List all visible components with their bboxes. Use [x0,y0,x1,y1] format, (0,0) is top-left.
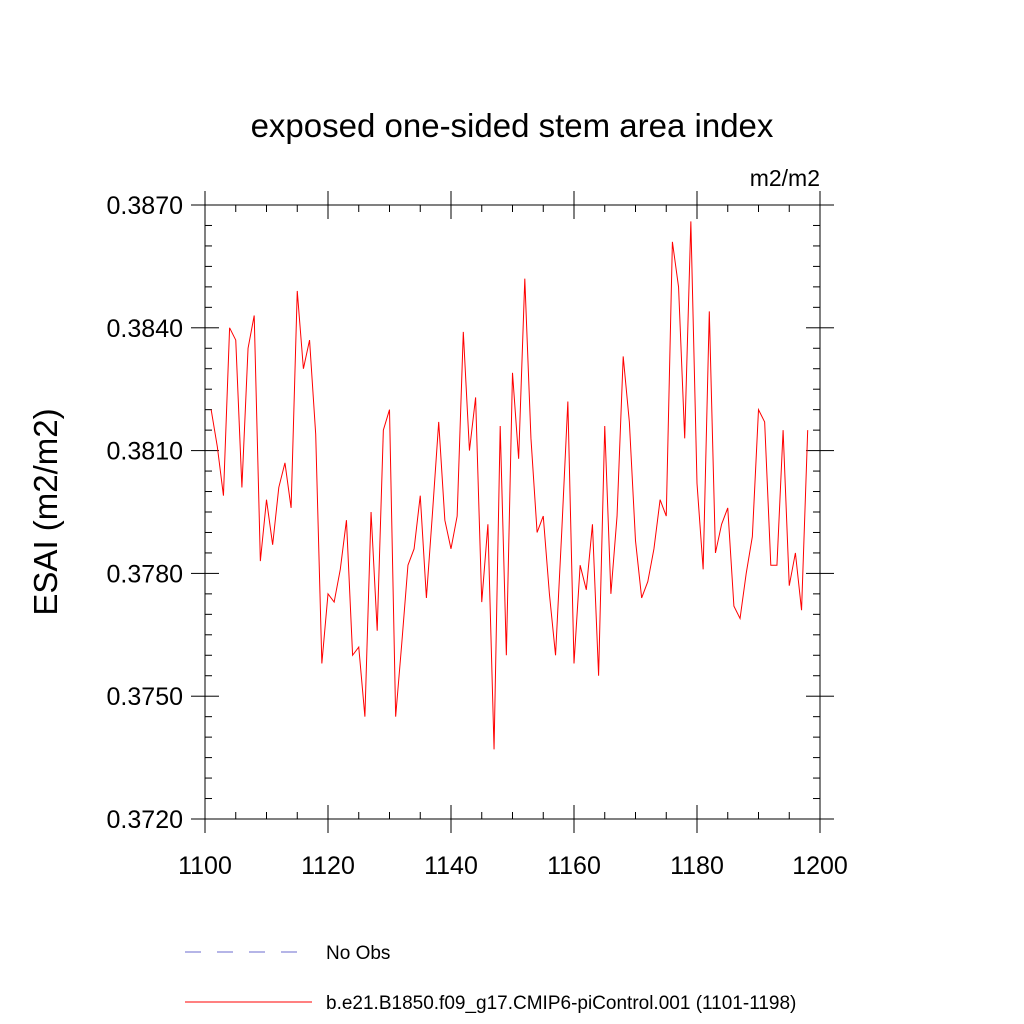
plot-frame [204,204,821,820]
legend-label-no-obs: No Obs [326,943,390,964]
x-tick-label-1140: 1140 [424,852,478,880]
legend-label-model: b.e21.B1850.f09_g17.CMIP6-piControl.001 … [326,993,796,1014]
series-line-0 [210,221,809,750]
x-tick-label-1100: 1100 [178,852,232,880]
axis-ticks [191,191,834,833]
tick-labels: 1100 1120 1140 1160 1180 1200 0.3720 0.3750 0.37… [107,192,848,880]
legend: No Obs b.e21.B1850.f09_g17.CMIP6-piContr… [185,943,796,1014]
y-tick-label-0.3840: 0.3840 [107,315,183,343]
y-tick-label-0.3720: 0.3720 [107,806,183,834]
y-tick-label-0.3750: 0.3750 [107,683,183,711]
units-label: m2/m2 [750,165,820,191]
y-axis-label: ESAI (m2/m2) [27,408,64,615]
x-tick-label-1200: 1200 [792,852,848,880]
chart-title: exposed one-sided stem area index [251,107,774,144]
x-tick-label-1160: 1160 [547,852,601,880]
y-tick-label-0.3870: 0.3870 [107,192,183,220]
series-layer [210,221,809,750]
y-tick-label-0.3780: 0.3780 [107,560,183,588]
x-tick-label-1120: 1120 [301,852,355,880]
y-tick-label-0.3810: 0.3810 [107,438,183,466]
x-tick-label-1180: 1180 [670,852,724,880]
